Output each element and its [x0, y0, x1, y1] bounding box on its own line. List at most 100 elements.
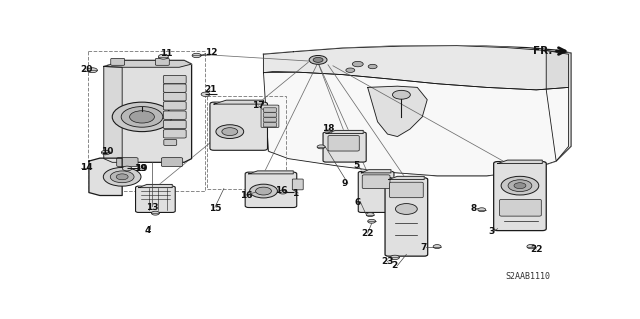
Circle shape: [527, 244, 536, 249]
Polygon shape: [326, 130, 364, 134]
Circle shape: [121, 107, 163, 127]
Circle shape: [255, 187, 271, 195]
Text: 4: 4: [145, 226, 151, 235]
Circle shape: [103, 167, 141, 186]
Text: 21: 21: [204, 85, 216, 93]
Polygon shape: [104, 60, 191, 67]
Polygon shape: [388, 176, 424, 180]
Polygon shape: [138, 184, 172, 188]
Circle shape: [433, 245, 441, 249]
FancyBboxPatch shape: [362, 175, 390, 189]
Circle shape: [514, 183, 526, 189]
Text: 19: 19: [134, 164, 146, 173]
Text: 22: 22: [531, 245, 543, 254]
Circle shape: [88, 68, 97, 73]
FancyBboxPatch shape: [111, 58, 125, 65]
Circle shape: [366, 213, 374, 217]
Polygon shape: [361, 170, 391, 173]
Text: 13: 13: [146, 203, 159, 211]
Text: 17: 17: [252, 100, 265, 110]
Text: 23: 23: [381, 257, 394, 266]
Text: 14: 14: [80, 163, 93, 173]
Circle shape: [279, 190, 287, 194]
Circle shape: [368, 64, 377, 69]
Circle shape: [313, 57, 323, 62]
Circle shape: [309, 56, 327, 64]
FancyBboxPatch shape: [390, 182, 423, 198]
Circle shape: [158, 54, 168, 59]
Circle shape: [110, 171, 134, 183]
FancyBboxPatch shape: [163, 111, 186, 119]
Circle shape: [122, 166, 132, 171]
FancyBboxPatch shape: [261, 105, 279, 128]
FancyBboxPatch shape: [264, 113, 276, 117]
Text: 9: 9: [342, 180, 348, 189]
Circle shape: [396, 204, 417, 214]
Circle shape: [501, 176, 539, 195]
Polygon shape: [547, 50, 571, 161]
Circle shape: [201, 92, 210, 96]
FancyBboxPatch shape: [116, 158, 138, 167]
Polygon shape: [264, 46, 568, 90]
Circle shape: [129, 111, 154, 123]
FancyBboxPatch shape: [385, 178, 428, 256]
FancyBboxPatch shape: [163, 120, 186, 129]
Circle shape: [346, 68, 355, 72]
Polygon shape: [89, 158, 122, 196]
FancyBboxPatch shape: [163, 84, 186, 92]
Circle shape: [390, 255, 399, 260]
FancyBboxPatch shape: [493, 162, 547, 231]
Circle shape: [367, 219, 376, 223]
FancyBboxPatch shape: [163, 102, 186, 110]
FancyBboxPatch shape: [292, 179, 303, 190]
Text: 1: 1: [292, 189, 298, 198]
Text: 11: 11: [161, 49, 173, 58]
Circle shape: [352, 61, 364, 67]
FancyBboxPatch shape: [210, 102, 268, 150]
FancyBboxPatch shape: [161, 158, 182, 167]
Circle shape: [317, 145, 325, 149]
Text: 8: 8: [471, 204, 477, 213]
Text: 22: 22: [362, 229, 374, 238]
Circle shape: [101, 150, 110, 155]
FancyBboxPatch shape: [323, 132, 366, 162]
FancyBboxPatch shape: [136, 186, 175, 212]
Circle shape: [116, 174, 128, 180]
FancyBboxPatch shape: [500, 199, 541, 216]
Text: 15: 15: [209, 204, 221, 212]
FancyBboxPatch shape: [163, 75, 186, 84]
FancyBboxPatch shape: [264, 118, 276, 122]
Text: 19: 19: [134, 164, 147, 173]
Circle shape: [392, 90, 410, 99]
FancyBboxPatch shape: [245, 172, 297, 208]
Circle shape: [478, 208, 486, 212]
Text: 10: 10: [101, 147, 113, 156]
Circle shape: [250, 184, 277, 198]
Circle shape: [192, 53, 201, 58]
Text: 7: 7: [420, 243, 427, 252]
FancyBboxPatch shape: [328, 136, 359, 151]
FancyBboxPatch shape: [163, 130, 186, 138]
Polygon shape: [367, 86, 428, 137]
Polygon shape: [264, 46, 571, 176]
FancyBboxPatch shape: [163, 93, 186, 101]
Text: FR.: FR.: [533, 46, 552, 56]
Circle shape: [152, 211, 159, 215]
Text: 18: 18: [322, 124, 335, 133]
Text: 6: 6: [355, 198, 360, 207]
Circle shape: [112, 102, 172, 132]
FancyBboxPatch shape: [358, 171, 394, 212]
Polygon shape: [498, 160, 542, 164]
Text: 5: 5: [353, 160, 359, 169]
Text: 2: 2: [391, 262, 397, 271]
FancyBboxPatch shape: [264, 108, 276, 112]
Circle shape: [508, 180, 532, 191]
Text: 3: 3: [488, 227, 495, 236]
FancyBboxPatch shape: [164, 139, 177, 145]
Text: 16: 16: [240, 191, 252, 200]
Polygon shape: [214, 100, 264, 104]
Polygon shape: [249, 171, 293, 174]
Polygon shape: [264, 72, 568, 176]
Text: 12: 12: [205, 48, 218, 57]
FancyBboxPatch shape: [156, 58, 169, 65]
